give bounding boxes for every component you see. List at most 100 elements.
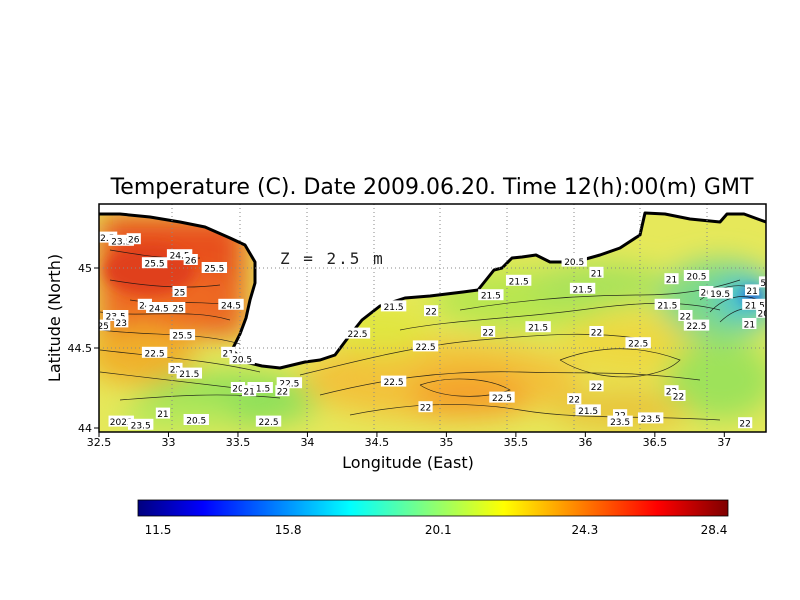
contour-label-bg — [102, 310, 129, 321]
contour-label-text: 22 — [680, 313, 691, 323]
contour-label: 20 — [230, 382, 246, 395]
contour-label-bg — [412, 340, 439, 352]
contour-label-bg — [218, 298, 244, 310]
x-tick-label: 34 — [300, 436, 314, 449]
contour-label-text: 22.5 — [384, 378, 404, 388]
contour-label: 2023 — [108, 415, 134, 428]
x-tick-label: 35.5 — [504, 436, 529, 449]
contour-label: 26 — [183, 254, 198, 267]
contour-label: 25 — [171, 302, 186, 315]
colorbar-tick-label: 28.4 — [701, 523, 728, 537]
contour-label-bg — [678, 310, 693, 321]
contour-label-text: 22.5 — [259, 418, 279, 428]
contour-label-text: 21 — [243, 388, 254, 398]
contour-label: 22 — [567, 393, 582, 406]
contour-label-text: 22.5 — [686, 322, 706, 332]
contour-label-text: 19.5 — [710, 290, 730, 300]
contour-label-bg — [625, 337, 651, 349]
contour-label-bg — [168, 362, 183, 374]
contour-label: 19.5 — [707, 287, 733, 300]
contour-label-bg — [742, 318, 757, 329]
contour-label-bg — [99, 231, 118, 243]
contour-label-text: 22.5 — [347, 330, 367, 340]
colorbar-tick-label: 11.5 — [145, 523, 172, 537]
contour-label-text: 21 — [157, 410, 168, 420]
contour-label-bg — [344, 327, 371, 339]
contour-label-bg — [525, 321, 551, 333]
contour-label-text: 23.5 — [111, 237, 131, 247]
contour-label-bg — [742, 298, 766, 310]
contour-label: 21.5 — [247, 382, 273, 395]
contour-label-bg — [756, 306, 766, 318]
contour-label: 22.5 — [625, 337, 651, 350]
contour-label-bg — [172, 286, 187, 297]
contour-label-text: 20.5 — [186, 417, 206, 427]
plot-frame — [98, 203, 767, 433]
contour-label: 22.5 — [412, 340, 439, 353]
contour-label-bg — [155, 407, 171, 419]
contour-label-text: 25.5 — [145, 260, 165, 270]
y-tick-label: 44 — [78, 422, 92, 435]
contour-label-bg — [589, 326, 604, 337]
contour-label-text: 5 — [760, 279, 766, 289]
colorbar — [137, 499, 729, 517]
x-tick-label: 36.5 — [643, 436, 668, 449]
contour-label-text: 20.5 — [686, 273, 706, 283]
contour-label: 22 — [589, 326, 604, 339]
contour-label-bg — [183, 254, 198, 265]
contour-label-bg — [424, 305, 439, 317]
temperature-field: 2.523.52625.524.52625.5252424.52524.523.… — [99, 204, 766, 432]
colorbar-tick-label: 15.8 — [275, 523, 302, 537]
contour-label-text: 24.5 — [221, 301, 241, 311]
contour-label-bg — [114, 316, 129, 328]
contour-label: 23 — [114, 316, 129, 329]
contour-label: 21 — [745, 284, 760, 297]
contour-label-bg — [561, 255, 587, 267]
contour-label-text: 22.5 — [628, 340, 648, 350]
contour-label-bg — [654, 298, 681, 310]
contour-label-text: 2.5 — [100, 234, 114, 244]
contour-label-bg — [141, 346, 168, 358]
contour-label-bg — [169, 329, 196, 341]
contour-label-bg — [589, 266, 604, 278]
contour-labels: 2.523.52625.524.52625.5252424.52524.523.… — [99, 231, 766, 431]
contour-label: 22.5 — [141, 346, 168, 359]
x-tick-label: 34.5 — [365, 436, 390, 449]
contour-label: 21 — [241, 385, 257, 398]
contour-label: 22.5 — [489, 391, 515, 404]
contour-label: 22 — [480, 326, 496, 339]
contour-label-text: 21.5 — [745, 301, 765, 311]
contour-label: 25 — [172, 286, 187, 299]
contour-label-text: 24 — [139, 301, 151, 311]
colorbar-tick-label: 24.3 — [572, 523, 599, 537]
contour-label-bg — [146, 302, 172, 313]
contour-label-text: 22.5 — [279, 380, 299, 390]
contour-label-bg — [575, 404, 601, 416]
contour-label-text: 24.5 — [149, 305, 169, 315]
contour-label-text: 21 — [223, 349, 234, 359]
contour-label-bg — [247, 382, 273, 393]
contour-label-bg — [478, 289, 504, 301]
contour-label: 21.5 — [478, 289, 504, 302]
contour-label-bg — [221, 346, 236, 358]
contour-label-text: 25 — [174, 289, 185, 299]
contour-label-bg — [418, 401, 433, 413]
contour-label: 22.5 — [380, 375, 407, 388]
contour-label: 22 — [678, 310, 693, 323]
contour-label-text: 22 — [170, 365, 181, 375]
contour-label: 20.5 — [183, 414, 209, 427]
contour-label-text: 20.5 — [232, 356, 252, 366]
x-tick-label: 33 — [161, 436, 175, 449]
y-tick-label: 44.5 — [68, 342, 93, 355]
x-tick-label: 35 — [439, 436, 453, 449]
contour-label-text: 21.5 — [528, 324, 548, 334]
contour-label: 24.5 — [146, 302, 172, 315]
contour-label: 21.5 — [505, 274, 532, 287]
contour-label: 22 — [738, 417, 753, 430]
contour-label-bg — [569, 282, 596, 294]
contour-label: 21 — [742, 318, 757, 331]
contour-label: 21 — [221, 346, 236, 359]
contour-label-text: 22 — [420, 404, 431, 414]
colorbar-ticks: 11.5 15.8 20.1 24.3 28.4 — [145, 523, 728, 537]
